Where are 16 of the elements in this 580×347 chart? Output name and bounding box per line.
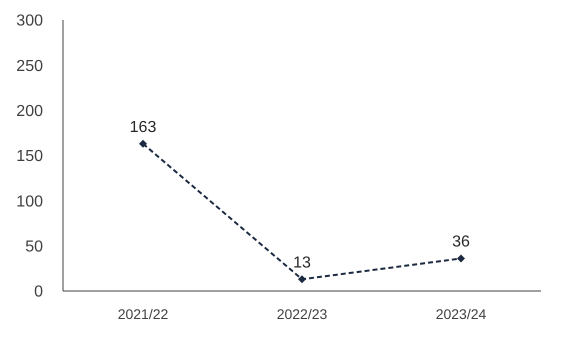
y-tick-label: 100 bbox=[16, 193, 44, 210]
point bbox=[139, 140, 147, 148]
y-tick-label: 150 bbox=[16, 148, 44, 166]
data-label: 163 bbox=[130, 118, 156, 136]
data-label: 36 bbox=[452, 233, 470, 250]
y-tick-label: 50 bbox=[25, 238, 44, 256]
y-tick-label: 200 bbox=[16, 103, 44, 120]
x-tick-label: 2023/24 bbox=[436, 306, 487, 322]
data-label: 13 bbox=[293, 254, 311, 272]
point bbox=[298, 275, 306, 284]
y-tick-label: 0 bbox=[34, 284, 44, 301]
x-tick-label: 2022/23 bbox=[276, 306, 328, 322]
point bbox=[457, 254, 465, 262]
y-tick-label: 250 bbox=[16, 58, 44, 75]
y-tick-label: 300 bbox=[16, 12, 44, 30]
x-tick-label: 2021/22 bbox=[118, 306, 169, 322]
